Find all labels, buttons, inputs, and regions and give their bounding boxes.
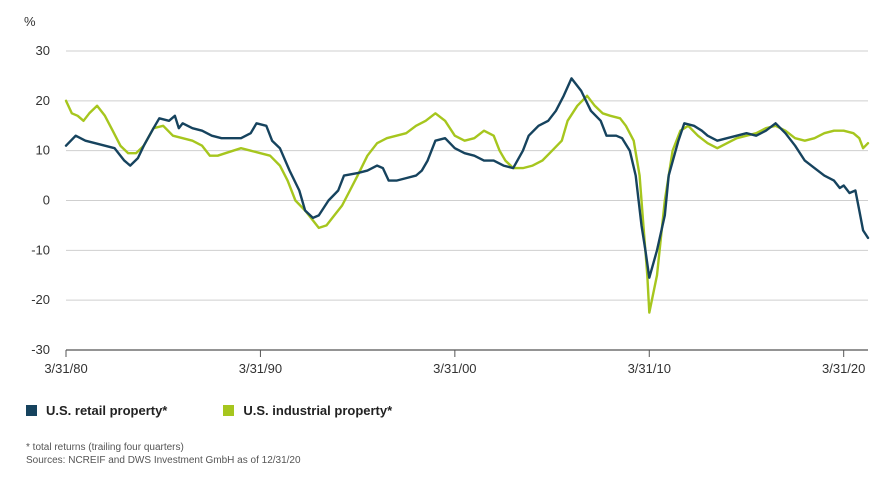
y-tick-label: 10: [36, 143, 50, 158]
legend-swatch-retail: [26, 405, 37, 416]
x-tick-label: 3/31/00: [433, 361, 476, 376]
y-tick-labels: 30 20 10 0 -10 -20 -30: [31, 43, 50, 357]
legend-item-industrial: U.S. industrial property*: [223, 403, 392, 418]
x-tick-label: 3/31/20: [822, 361, 865, 376]
x-tick-label: 3/31/90: [239, 361, 282, 376]
legend-label-retail: U.S. retail property*: [46, 403, 168, 418]
y-tick-label: 20: [36, 93, 50, 108]
footnote-sources: Sources: NCREIF and DWS Investment GmbH …: [26, 455, 301, 466]
series-line-industrial: [64, 94, 870, 314]
legend-label-industrial: U.S. industrial property*: [243, 403, 393, 418]
y-tick-label: -10: [31, 242, 50, 257]
y-tick-label: -20: [31, 292, 50, 307]
legend: U.S. retail property* U.S. industrial pr…: [26, 403, 448, 418]
gridlines: [65, 50, 868, 357]
footnote-total-returns: * total returns (trailing four quarters): [26, 442, 184, 453]
x-tick-labels: 3/31/80 3/31/90 3/31/00 3/31/10 3/31/20: [44, 361, 865, 376]
x-tick-label: 3/31/80: [44, 361, 87, 376]
y-tick-label: 30: [36, 43, 50, 58]
series-lines: [64, 77, 870, 314]
y-tick-label: -30: [31, 342, 50, 357]
y-unit-label: %: [24, 14, 36, 29]
legend-swatch-industrial: [223, 405, 235, 416]
series-line-retail: [64, 77, 870, 279]
x-tick-label: 3/31/10: [628, 361, 671, 376]
legend-item-retail: U.S. retail property*: [26, 403, 167, 418]
y-tick-label: 0: [43, 193, 50, 208]
